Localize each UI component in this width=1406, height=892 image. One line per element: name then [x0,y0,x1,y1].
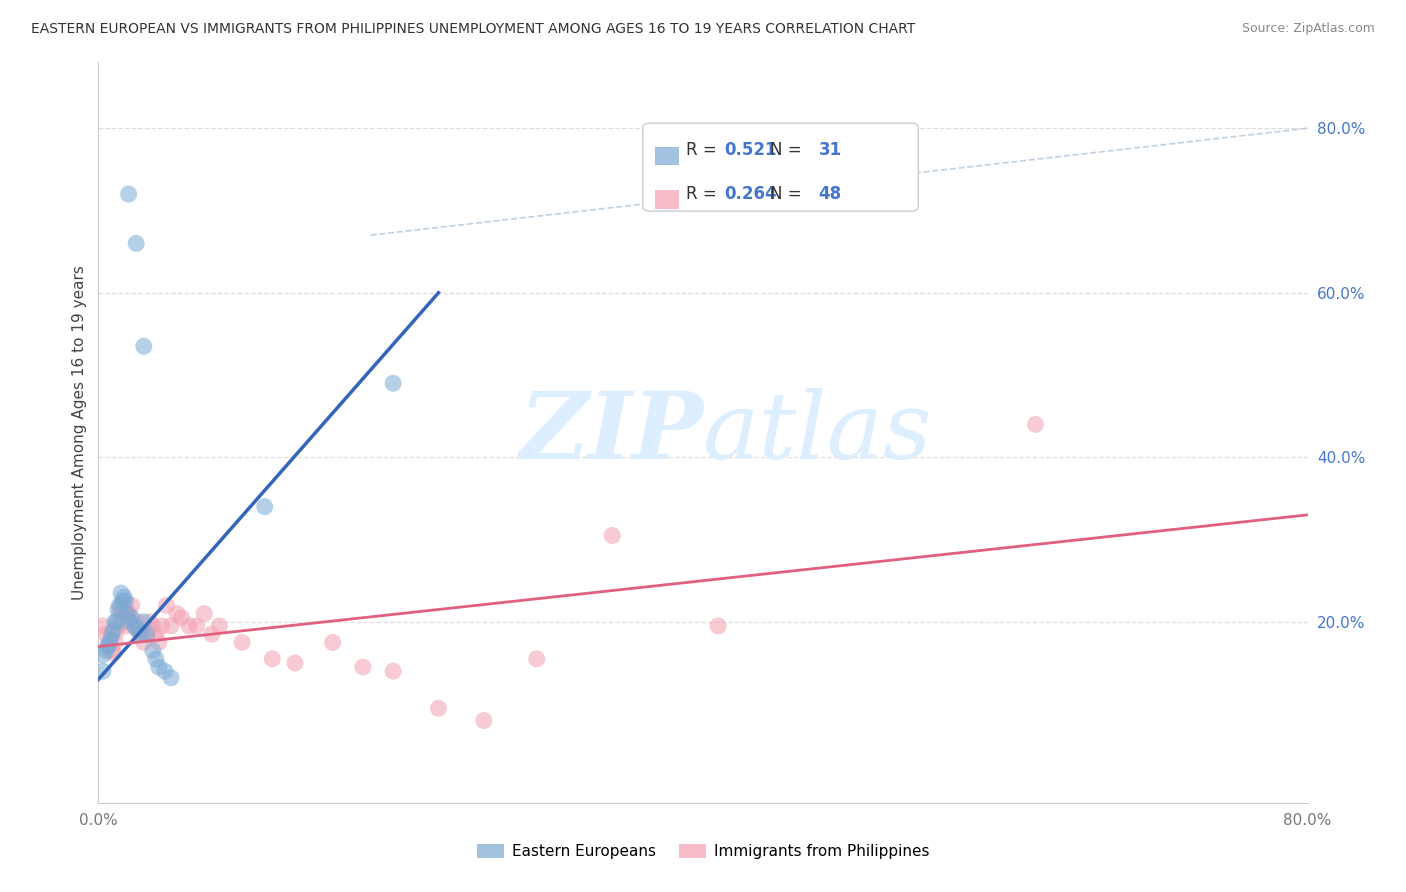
Point [94,643,117,657]
Point [132,339,155,353]
Point [108,607,131,621]
Point [98,638,121,652]
Point [111,602,134,616]
Point [111,594,134,608]
Point [91,648,114,662]
Point [1024,417,1046,432]
Point [382,664,405,678]
Point [132,615,155,629]
Point [129,627,152,641]
Point [135,627,157,641]
Point [193,607,215,621]
Point [118,187,141,202]
Point [124,619,146,633]
Point [160,671,183,685]
Point [148,660,170,674]
Point [96,640,118,654]
Point [284,656,307,670]
Text: 31: 31 [818,141,842,160]
Point [145,627,167,641]
Text: atlas: atlas [703,388,932,477]
Point [100,632,122,647]
Point [103,623,125,637]
Point [526,652,548,666]
Y-axis label: Unemployment Among Ages 16 to 19 years: Unemployment Among Ages 16 to 19 years [72,265,87,600]
Point [112,590,135,604]
Point [602,528,624,542]
Point [118,607,141,621]
Point [105,615,128,629]
Point [153,664,176,678]
Point [166,607,188,621]
Point [114,602,136,616]
Text: 0.521: 0.521 [724,141,776,160]
Point [107,602,129,616]
Point [150,619,173,633]
Point [155,599,177,613]
Point [322,635,344,649]
Point [186,619,208,633]
Text: N =: N = [769,141,807,160]
Point [127,623,149,637]
Point [101,627,124,641]
Text: Source: ZipAtlas.com: Source: ZipAtlas.com [1241,22,1375,36]
Point [352,660,374,674]
Point [124,619,146,633]
Point [142,643,165,657]
Point [382,376,405,391]
Point [132,635,155,649]
Point [121,611,143,625]
Text: EASTERN EUROPEAN VS IMMIGRANTS FROM PHILIPPINES UNEMPLOYMENT AMONG AGES 16 TO 19: EASTERN EUROPEAN VS IMMIGRANTS FROM PHIL… [31,22,915,37]
Point [91,619,114,633]
Point [135,627,157,641]
Point [472,714,495,728]
Point [94,627,117,641]
Point [108,599,131,613]
Text: R =: R = [686,185,721,202]
Point [129,627,152,641]
Point [139,615,162,629]
Point [110,586,132,600]
Text: R =: R = [686,141,721,160]
Point [112,611,135,625]
Point [107,619,129,633]
Point [427,701,450,715]
Point [98,635,121,649]
Point [253,500,276,514]
Point [118,615,141,629]
Point [148,635,170,649]
Point [114,594,136,608]
Point [115,607,138,621]
Point [201,627,224,641]
Legend: Eastern Europeans, Immigrants from Philippines: Eastern Europeans, Immigrants from Phili… [471,838,935,865]
Point [104,615,127,629]
Point [125,615,148,629]
Point [170,611,193,625]
Point [121,599,143,613]
Point [707,619,730,633]
Point [127,623,149,637]
Point [103,646,125,660]
Text: ZIP: ZIP [519,388,703,477]
Point [262,652,284,666]
Point [208,619,231,633]
Point [160,619,183,633]
Text: 0.264: 0.264 [724,185,776,202]
Point [101,643,124,657]
Text: 48: 48 [818,185,842,202]
Point [110,599,132,613]
Text: N =: N = [769,185,807,202]
Point [179,619,201,633]
Point [105,624,128,639]
Point [142,619,165,633]
Point [125,236,148,251]
Point [115,619,138,633]
Point [104,635,127,649]
Point [91,664,114,678]
Point [231,635,253,649]
Point [145,652,167,666]
